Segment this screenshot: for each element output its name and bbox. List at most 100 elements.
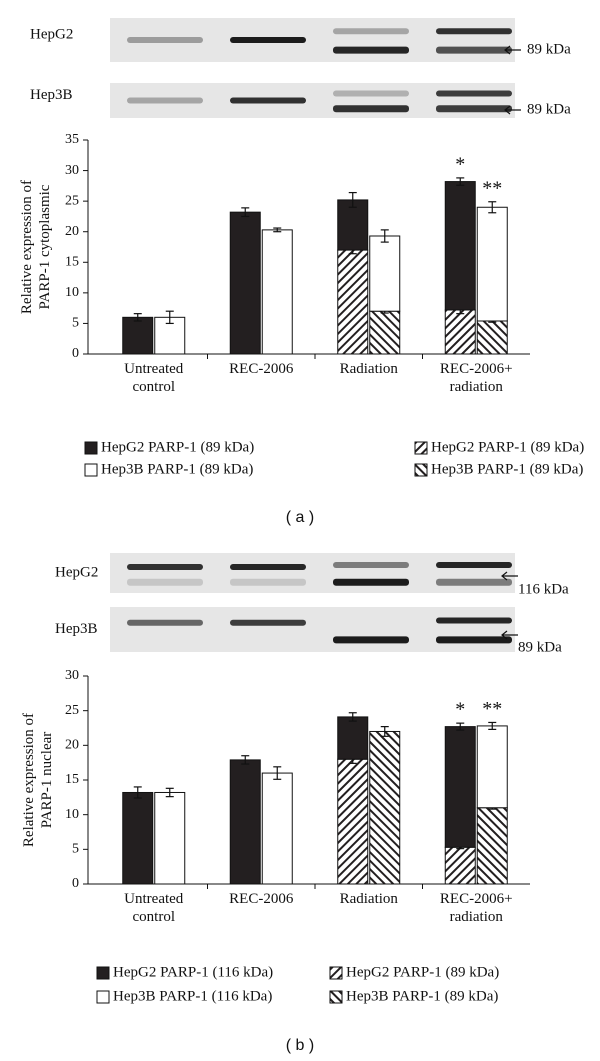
y-tick-label: 15 [65,255,79,270]
blot-band [230,97,306,104]
y-tick-label: 10 [65,807,79,822]
error-bar [165,310,174,325]
legend-label: HepG2 PARP-1 (89 kDa) [346,964,499,980]
y-tick-label: 10 [65,285,79,300]
legend-label: Hep3B PARP-1 (89 kDa) [101,461,253,477]
x-tick-label: Untreated control [124,361,184,395]
blot-band [333,46,409,54]
y-tick-label: 35 [65,132,79,147]
bar [476,206,508,322]
legend-swatch [96,990,110,1004]
marker-label: 89 kDa [527,101,571,117]
bar [369,310,401,355]
bar [476,320,508,355]
y-tick-label: 0 [72,346,79,361]
significance-mark: ** [482,698,502,720]
bar [154,791,186,885]
blot-row-label: Hep3B [30,87,73,103]
significance-mark: * [455,154,465,176]
bar [444,181,476,311]
legend-label: Hep3B PARP-1 (89 kDa) [346,988,498,1004]
blot-band [333,90,409,97]
x-tick-label: Untreated control [124,891,184,925]
error-bar [273,227,282,233]
error-bar [241,207,250,218]
x-tick-label-box: Radiation [339,891,398,907]
legend-label: HepG2 PARP-1 (89 kDa) [101,439,254,455]
bar [369,730,401,885]
error-bar [348,191,357,208]
blot-band [333,578,409,586]
blot [110,553,515,593]
bar [337,758,369,885]
marker-label: 89 kDa [527,41,571,57]
error-bar [241,755,250,765]
bar [476,807,508,885]
x-tick-label: REC-2006 [229,891,294,907]
marker-arrow [504,105,521,115]
blot-band [436,578,512,586]
x-tick-label-box: REC-2006 [229,891,294,907]
bar [122,791,154,885]
marker-label: 116 kDa [518,581,569,597]
blot-band [230,578,306,586]
bar [122,316,154,355]
y-axis-label-box: Relative expression of PARP-1 nuclear [21,712,55,848]
blot-band [436,90,512,97]
y-tick-label: 15 [65,772,79,787]
error-bar [348,712,357,722]
y-tick-label: 0 [72,876,79,891]
error-bar [456,177,465,186]
y-tick-label: 20 [65,224,79,239]
bar [261,772,293,885]
legend-label: HepG2 PARP-1 (116 kDa) [113,964,273,980]
x-tick-label: REC-2006+ radiation [439,361,513,395]
bar [229,759,261,885]
bar [261,229,293,355]
x-tick-label-box: REC-2006+ radiation [439,361,513,395]
blot-row-label: HepG2 [30,26,73,42]
blot-band [436,46,512,54]
blot-band [127,619,203,626]
legend-label: Hep3B PARP-1 (116 kDa) [113,988,272,1004]
x-tick-label: REC-2006+ radiation [439,891,513,925]
bar [337,199,369,251]
bar [337,716,369,760]
legend-swatch [414,441,428,455]
bar [476,725,508,809]
legend-label: Hep3B PARP-1 (89 kDa) [431,461,583,477]
marker-label: 89 kDa [518,639,562,655]
blot-band [436,636,512,644]
blot-band [127,37,203,43]
x-tick-label-box: REC-2006 [229,361,294,377]
error-bar [133,313,142,322]
y-axis-label: Relative expression of PARP-1 cytoplasmi… [19,179,53,315]
blot-band [127,97,203,104]
blot-row-label: HepG2 [55,564,98,580]
error-bar [456,722,465,731]
legend-swatch [96,966,110,980]
blot-band [127,578,203,586]
y-tick-label: 25 [65,703,79,718]
y-tick-label: 25 [65,193,79,208]
blot-band [333,562,409,568]
marker-arrow [504,45,521,55]
error-bar [488,201,497,214]
y-axis-label: Relative expression of PARP-1 nuclear [21,712,55,848]
blot [110,18,515,62]
y-tick-label: 5 [72,842,79,857]
legend-swatch [414,463,428,477]
legend-swatch [329,990,343,1004]
y-axis-label-box: Relative expression of PARP-1 cytoplasmi… [19,179,53,315]
x-tick-label: Radiation [339,361,398,377]
legend-swatch [84,463,98,477]
y-tick-label: 30 [65,668,79,683]
significance-mark: ** [482,177,502,199]
x-tick-label: REC-2006 [229,361,294,377]
blot-band [127,564,203,570]
bar [337,249,369,355]
bar [229,211,261,355]
x-tick-label: Radiation [339,891,398,907]
bar [369,235,401,312]
